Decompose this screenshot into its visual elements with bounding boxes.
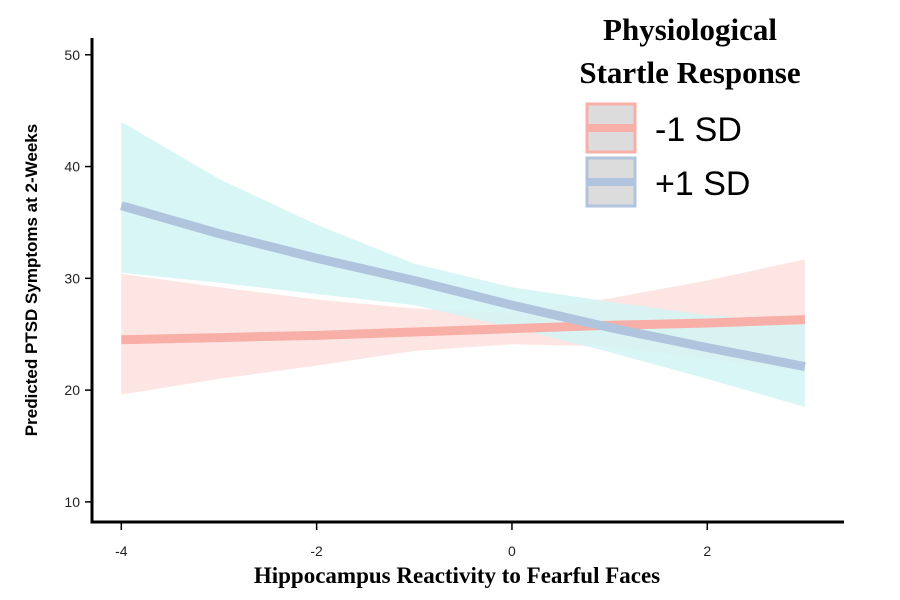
x-axis-label: Hippocampus Reactivity to Fearful Faces [254, 563, 660, 588]
y-tick-label: 40 [64, 159, 80, 175]
legend-label: +1 SD [655, 165, 750, 203]
x-tick-label: 2 [703, 543, 711, 559]
y-tick-label: 50 [64, 47, 80, 63]
series-line-plus-1sd [120, 201, 806, 372]
axes: 10 20 30 40 50 -4 -2 0 2 Hippocampus Reactivity t… [22, 38, 844, 588]
x-tick-label: -2 [310, 543, 323, 559]
series-lines [120, 201, 806, 372]
x-tick-label: 0 [508, 543, 516, 559]
legend-item-minus-1sd: -1 SD [585, 102, 742, 154]
legend-item-plus-1sd: +1 SD [585, 156, 750, 208]
y-tick-label: 20 [64, 382, 80, 398]
legend-title-line: Startle Response [579, 55, 800, 90]
legend-title-line: Physiological [603, 12, 777, 47]
y-tick-label: 30 [64, 270, 80, 286]
series-line-minus-1sd [121, 315, 806, 345]
y-axis-label: Predicted PTSD Symptoms at 2-Weeks [22, 124, 41, 436]
legend-title: Physiological Startle Response [579, 12, 800, 90]
legend: Physiological Startle Response -1 SD +1 SD [579, 12, 801, 208]
y-tick-label: 10 [64, 494, 80, 510]
legend-label: -1 SD [655, 111, 742, 149]
x-tick-label: -4 [115, 543, 128, 559]
